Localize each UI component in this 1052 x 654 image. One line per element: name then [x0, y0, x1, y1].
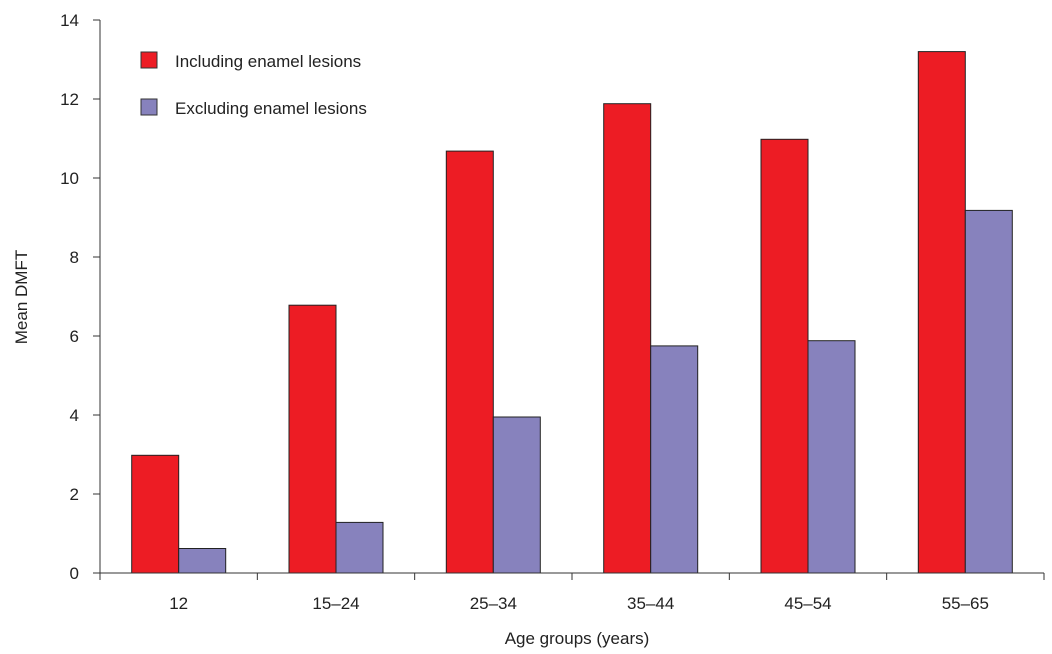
y-tick-label: 6: [70, 327, 79, 346]
y-tick-label: 8: [70, 248, 79, 267]
bar-excluding-1: [335, 521, 384, 574]
y-tick-label: 2: [70, 485, 79, 504]
x-tick-label: 45–54: [784, 594, 831, 613]
bar-including-3: [603, 103, 652, 574]
bar-excluding-2: [492, 416, 541, 574]
legend-label-including: Including enamel lesions: [175, 52, 361, 71]
bar-excluding-0: [178, 548, 227, 574]
bar-excluding-4: [807, 340, 856, 574]
y-tick-label: 10: [60, 169, 79, 188]
y-axis-title: Mean DMFT: [12, 250, 31, 344]
bar-excluding-5: [964, 209, 1013, 574]
x-tick-label: 35–44: [627, 594, 674, 613]
y-tick-label: 12: [60, 90, 79, 109]
legend-label-excluding: Excluding enamel lesions: [175, 99, 367, 118]
bar-including-2: [445, 150, 494, 574]
x-axis-title: Age groups (years): [505, 629, 650, 648]
bar-including-0: [131, 454, 180, 574]
legend: Including enamel lesions Excluding ename…: [140, 51, 367, 118]
x-tick-label: 12: [169, 594, 188, 613]
legend-swatch-excluding: [140, 98, 158, 116]
legend-swatch-including: [140, 51, 158, 69]
y-tick-label: 4: [70, 406, 79, 425]
x-tick-label: 25–34: [470, 594, 517, 613]
bar-including-5: [917, 51, 966, 574]
bar-including-4: [760, 138, 809, 574]
bar-including-1: [288, 304, 337, 574]
x-tick-label: 55–65: [942, 594, 989, 613]
y-tick-label: 0: [70, 564, 79, 583]
y-tick-label: 14: [60, 11, 79, 30]
x-tick-label: 15–24: [312, 594, 359, 613]
bar-excluding-3: [650, 345, 699, 574]
